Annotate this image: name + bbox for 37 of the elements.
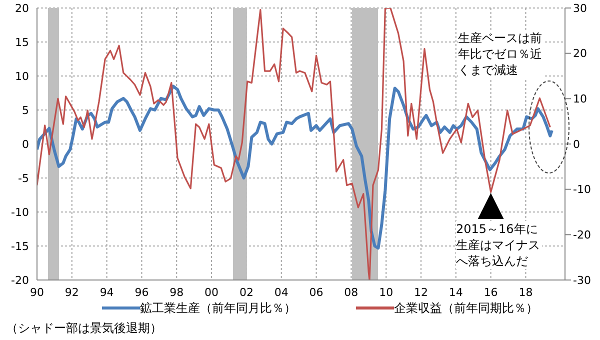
- legend-label: 企業収益（前年同期比％）: [394, 300, 538, 316]
- x-tick-label: 00: [204, 286, 219, 299]
- x-tick-label: 18: [518, 286, 533, 299]
- x-tick-label: 94: [100, 286, 114, 299]
- y-tick-label: -20: [11, 274, 29, 287]
- y-tick-label: 0: [22, 138, 29, 151]
- x-tick-label: 02: [239, 286, 254, 299]
- y-tick-label: 5: [22, 104, 29, 117]
- y2-tick-label: 10: [573, 92, 587, 106]
- x-tick-label: 92: [64, 286, 79, 299]
- line-series: [37, 84, 554, 250]
- x-tick-label: 98: [170, 286, 184, 299]
- legend-label: 鉱工業生産（前年同月比％）: [140, 300, 296, 316]
- y2-tick-label: -10: [573, 183, 591, 196]
- y2-tick-label: 20: [573, 47, 587, 60]
- annotation: 生産ベースは前年比でゼロ％近くまで減速: [458, 30, 544, 78]
- x-tick-label: 90: [30, 286, 44, 299]
- x-tick-label: 04: [274, 286, 288, 299]
- x-tick-label: 10: [379, 286, 394, 299]
- x-tick-label: 12: [414, 286, 428, 299]
- y-tick-label: 10: [15, 70, 29, 83]
- y-tick-label: -10: [11, 206, 29, 219]
- y2-tick-label: -30: [573, 274, 591, 287]
- y-tick-label: -5: [18, 172, 29, 185]
- y2-tick-label: -20: [573, 228, 591, 242]
- x-tick-label: 08: [344, 286, 358, 299]
- y-tick-label: 20: [15, 2, 29, 15]
- x-tick-label: 96: [134, 286, 149, 299]
- y-tick-label: -15: [11, 240, 29, 253]
- annotation: 2015～16年に生産はマイナスへ落ち込んだ: [456, 221, 542, 269]
- y-tick-label: 15: [15, 36, 29, 49]
- y2-tick-label: 0: [573, 138, 580, 151]
- x-tick-label: 14: [448, 286, 463, 299]
- y2-tick-label: 30: [573, 2, 587, 15]
- x-tick-label: 06: [309, 286, 324, 299]
- x-tick-label: 16: [484, 286, 498, 299]
- text: （シャドー部は景気後退期）: [6, 320, 162, 337]
